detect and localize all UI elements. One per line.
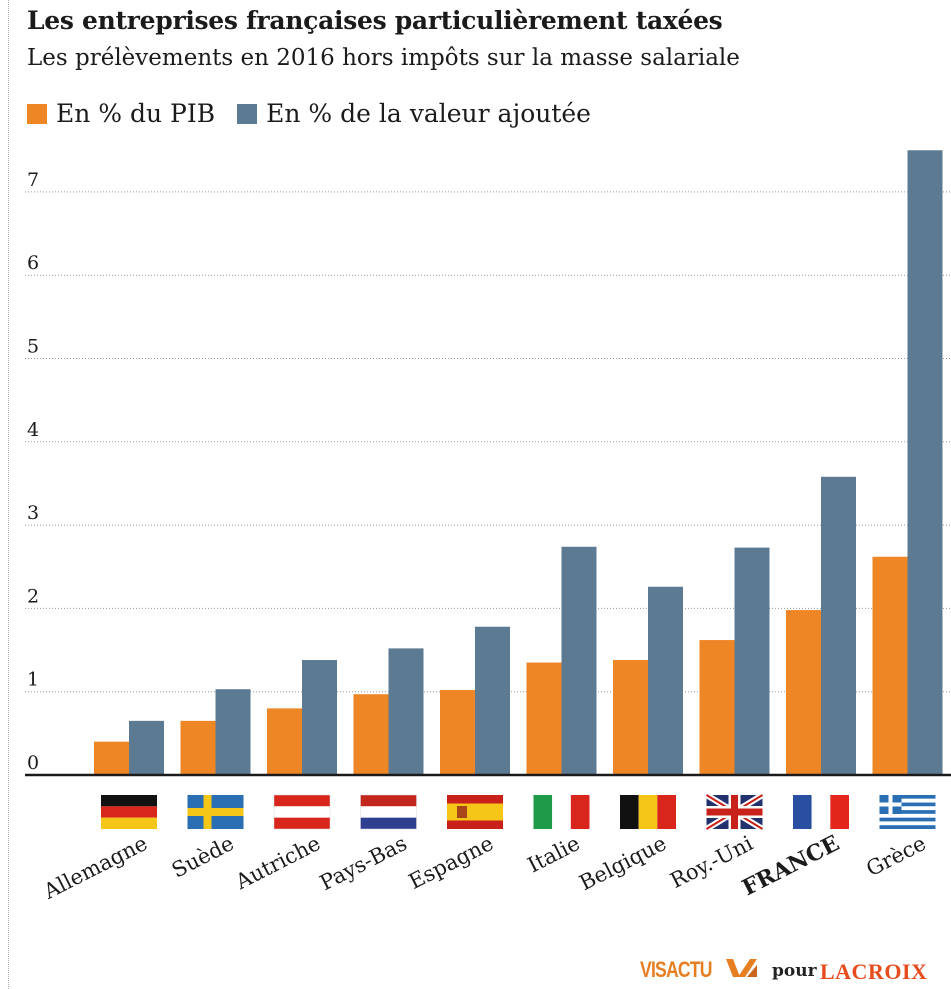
legend-swatch-pib	[27, 103, 47, 124]
bar-pib-7	[699, 640, 735, 775]
category-label-4: Espagne	[405, 831, 497, 894]
bar-pib-0	[94, 741, 129, 775]
legend-label-valeur-ajoutee: En % de la valeur ajoutée	[266, 99, 591, 128]
y-tick-label: 2	[27, 585, 39, 607]
sweden-flag	[187, 795, 244, 829]
bar-pib-3	[353, 694, 389, 775]
bar-pib-8	[786, 610, 821, 775]
bar-valeur-ajoutee-3	[388, 648, 424, 775]
publisher-name: LACROIX	[820, 959, 928, 984]
credit-connector: pour	[772, 961, 817, 981]
category-label-2: Autriche	[231, 831, 324, 894]
bar-valeur-ajoutee-4	[475, 626, 510, 775]
bar-valeur-ajoutee-2	[302, 660, 337, 775]
category-label-6: Belgique	[575, 831, 670, 895]
y-tick-label: 6	[27, 252, 39, 274]
bar-pib-5	[526, 662, 562, 775]
bar-valeur-ajoutee-9	[907, 150, 943, 775]
greece-flag	[879, 795, 936, 829]
bar-valeur-ajoutee-7	[734, 547, 770, 775]
bar-pib-9	[872, 556, 908, 775]
legend-item-pib: En % du PIB	[27, 99, 215, 128]
category-label-9: Grèce	[862, 831, 929, 881]
austria-flag	[273, 794, 331, 830]
category-label-8: FRANCE	[738, 830, 844, 901]
bar-valeur-ajoutee-8	[821, 476, 856, 775]
italy-flag	[533, 795, 590, 829]
y-tick-label: 3	[27, 502, 39, 524]
category-label-1: Suède	[168, 831, 238, 882]
legend-label-pib: En % du PIB	[56, 99, 216, 128]
brand-name: VISACTU	[640, 957, 712, 982]
france-flag	[793, 795, 849, 829]
category-label-5: Italie	[524, 831, 584, 877]
chart-title: Les entreprises françaises particulièrem…	[27, 6, 723, 35]
bar-valeur-ajoutee-6	[648, 586, 683, 775]
bar-valeur-ajoutee-0	[129, 720, 164, 775]
legend: En % du PIB En % de la valeur ajoutée	[27, 99, 613, 128]
bar-pib-4	[440, 690, 475, 775]
bar-valeur-ajoutee-5	[561, 546, 597, 775]
category-label-0: Allemagne	[39, 831, 151, 904]
frame-border	[8, 0, 9, 989]
netherlands-flag	[360, 794, 417, 830]
brand-mark-icon	[726, 959, 757, 977]
bar-valeur-ajoutee-1	[215, 689, 251, 775]
y-tick-label: 7	[27, 169, 39, 191]
credit-logo: VISACTU pour LACROIX	[640, 955, 951, 985]
bar-pib-6	[613, 660, 648, 775]
germany-flag	[101, 795, 157, 829]
category-label-3: Pays-Bas	[316, 831, 411, 895]
legend-swatch-valeur-ajoutee	[237, 103, 258, 124]
uk-flag	[704, 792, 765, 832]
y-tick-label: 4	[27, 419, 39, 441]
y-tick-label: 1	[27, 669, 39, 691]
legend-item-valeur-ajoutee: En % de la valeur ajoutée	[237, 99, 591, 128]
bar-pib-1	[180, 720, 216, 775]
spain-flag	[447, 795, 503, 829]
y-tick-label: 5	[27, 336, 39, 358]
belgium-flag	[620, 795, 676, 829]
chart-subtitle: Les prélèvements en 2016 hors impôts sur…	[27, 45, 740, 71]
bar-pib-2	[267, 708, 302, 775]
y-tick-label: 0	[27, 752, 39, 774]
